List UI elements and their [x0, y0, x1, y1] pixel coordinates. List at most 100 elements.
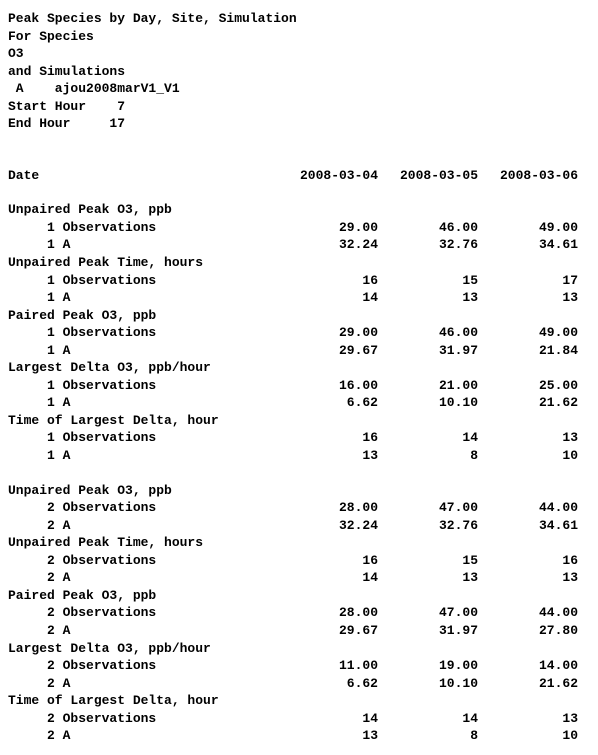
row-label: 1 Observations: [8, 219, 278, 237]
row-label: 2 A: [8, 569, 278, 587]
data-blocks: Unpaired Peak O3, ppb 1 Observations29.0…: [8, 201, 590, 744]
cell: 32.24: [278, 517, 378, 535]
cell: 32.24: [278, 236, 378, 254]
metric-header: Unpaired Peak O3, ppb: [8, 482, 590, 500]
metric-header: Unpaired Peak Time, hours: [8, 534, 590, 552]
cell: 14: [278, 289, 378, 307]
metric-obs-row: 2 Observations161516: [8, 552, 590, 570]
cell: 15: [378, 552, 478, 570]
col-date-2: 2008-03-05: [378, 167, 478, 185]
metric-a-row: 2 A141313: [8, 569, 590, 587]
metric-a-row: 1 A32.2432.7634.61: [8, 236, 590, 254]
cell: 14: [278, 710, 378, 728]
metric-obs-row: 2 Observations28.0047.0044.00: [8, 499, 590, 517]
cell: 44.00: [478, 604, 578, 622]
cell: 46.00: [378, 219, 478, 237]
cell: 25.00: [478, 377, 578, 395]
metric-name: Paired Peak O3, ppb: [8, 587, 278, 605]
cell: 29.00: [278, 219, 378, 237]
cell: 13: [278, 727, 378, 745]
metric-obs-row: 1 Observations161517: [8, 272, 590, 290]
row-label: 1 Observations: [8, 324, 278, 342]
cell: 21.84: [478, 342, 578, 360]
cell: 34.61: [478, 236, 578, 254]
metric-name: Unpaired Peak O3, ppb: [8, 482, 278, 500]
metric-header: Time of Largest Delta, hour: [8, 412, 590, 430]
cell: 15: [378, 272, 478, 290]
and-sims-label: and Simulations: [8, 63, 590, 81]
metric-obs-row: 2 Observations11.0019.0014.00: [8, 657, 590, 675]
cell: 14: [278, 569, 378, 587]
row-label: 2 Observations: [8, 499, 278, 517]
metric-a-row: 2 A32.2432.7634.61: [8, 517, 590, 535]
metric-a-row: 1 A6.6210.1021.62: [8, 394, 590, 412]
metric-name: Largest Delta O3, ppb/hour: [8, 359, 278, 377]
species: O3: [8, 45, 590, 63]
cell: 29.00: [278, 324, 378, 342]
row-label: 1 Observations: [8, 429, 278, 447]
start-hour: Start Hour 7: [8, 98, 590, 116]
metric-a-row: 1 A141313: [8, 289, 590, 307]
cell: 46.00: [378, 324, 478, 342]
metric-a-row: 2 A29.6731.9727.80: [8, 622, 590, 640]
cell: 47.00: [378, 499, 478, 517]
cell: 31.97: [378, 342, 478, 360]
cell: 44.00: [478, 499, 578, 517]
metric-name: Unpaired Peak O3, ppb: [8, 201, 278, 219]
cell: 29.67: [278, 622, 378, 640]
cell: 21.62: [478, 394, 578, 412]
row-label: 2 A: [8, 727, 278, 745]
cell: 32.76: [378, 236, 478, 254]
cell: 11.00: [278, 657, 378, 675]
cell: 13: [378, 289, 478, 307]
cell: 21.62: [478, 675, 578, 693]
metric-obs-row: 1 Observations161413: [8, 429, 590, 447]
row-label: 1 A: [8, 342, 278, 360]
date-label: Date: [8, 167, 278, 185]
cell: 13: [278, 447, 378, 465]
row-label: 2 A: [8, 675, 278, 693]
metric-a-row: 2 A13810: [8, 727, 590, 745]
row-label: 2 A: [8, 517, 278, 535]
cell: 16: [278, 429, 378, 447]
cell: 13: [478, 569, 578, 587]
cell: 10: [478, 727, 578, 745]
metric-name: Largest Delta O3, ppb/hour: [8, 640, 278, 658]
cell: 19.00: [378, 657, 478, 675]
cell: 34.61: [478, 517, 578, 535]
for-species-label: For Species: [8, 28, 590, 46]
cell: 6.62: [278, 394, 378, 412]
metric-obs-row: 1 Observations29.0046.0049.00: [8, 219, 590, 237]
cell: 14: [378, 429, 478, 447]
cell: 31.97: [378, 622, 478, 640]
row-label: 2 Observations: [8, 604, 278, 622]
cell: 32.76: [378, 517, 478, 535]
row-label: 2 Observations: [8, 552, 278, 570]
cell: 49.00: [478, 219, 578, 237]
metric-name: Time of Largest Delta, hour: [8, 412, 278, 430]
cell: 16: [478, 552, 578, 570]
cell: 28.00: [278, 499, 378, 517]
row-label: 1 A: [8, 289, 278, 307]
cell: 47.00: [378, 604, 478, 622]
cell: 17: [478, 272, 578, 290]
cell: 13: [378, 569, 478, 587]
metric-header: Paired Peak O3, ppb: [8, 587, 590, 605]
metric-obs-row: 2 Observations28.0047.0044.00: [8, 604, 590, 622]
metric-a-row: 1 A29.6731.9721.84: [8, 342, 590, 360]
metric-a-row: 2 A6.6210.1021.62: [8, 675, 590, 693]
cell: 16.00: [278, 377, 378, 395]
cell: 13: [478, 429, 578, 447]
row-label: 1 A: [8, 394, 278, 412]
cell: 14: [378, 710, 478, 728]
col-date-1: 2008-03-04: [278, 167, 378, 185]
cell: 8: [378, 727, 478, 745]
block-spacer: [8, 465, 590, 482]
cell: 10.10: [378, 394, 478, 412]
metric-header: Paired Peak O3, ppb: [8, 307, 590, 325]
cell: 6.62: [278, 675, 378, 693]
cell: 10.10: [378, 675, 478, 693]
cell: 13: [478, 289, 578, 307]
metric-header: Time of Largest Delta, hour: [8, 692, 590, 710]
cell: 29.67: [278, 342, 378, 360]
